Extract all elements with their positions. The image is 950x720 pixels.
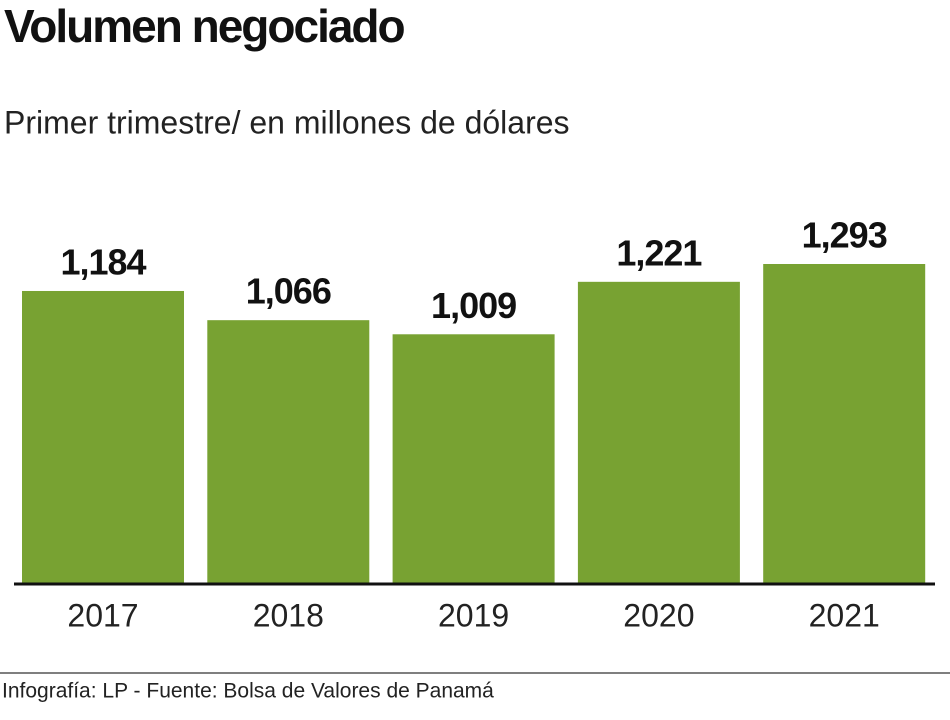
value-label: 1,066 — [246, 271, 331, 312]
bar — [22, 290, 184, 584]
chart-title: Volumen negociado — [4, 0, 405, 52]
bar — [392, 334, 555, 584]
value-label: 1,293 — [802, 215, 887, 256]
value-label: 1,184 — [60, 241, 146, 282]
x-tick-label: 2019 — [438, 597, 509, 633]
source-note: Infografía: LP - Fuente: Bolsa de Valore… — [2, 680, 494, 703]
x-tick-label: 2017 — [67, 597, 138, 633]
x-tick-label: 2021 — [809, 597, 880, 633]
chart-subtitle: Primer trimestre/ en millones de dólares — [4, 104, 570, 140]
bar — [763, 264, 926, 584]
bar — [577, 281, 740, 584]
x-tick-label: 2018 — [253, 597, 324, 633]
value-label: 1,009 — [431, 285, 516, 326]
value-label: 1,221 — [616, 232, 702, 273]
x-tick-label: 2020 — [623, 597, 694, 633]
bar — [207, 320, 370, 584]
